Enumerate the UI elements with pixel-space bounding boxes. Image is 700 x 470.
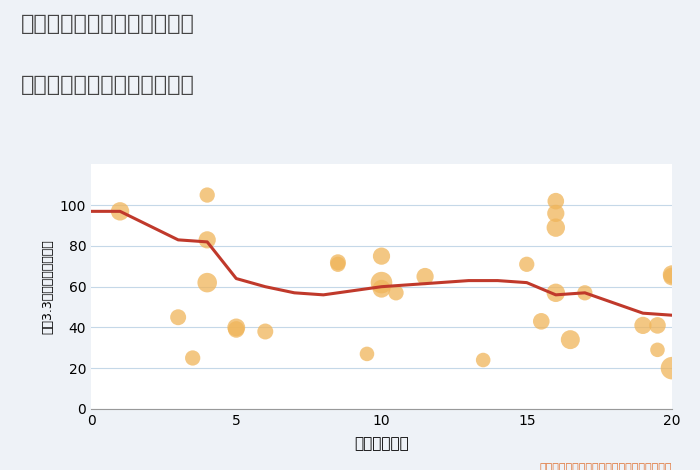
Text: 岐阜県高山市国府町三日町の: 岐阜県高山市国府町三日町の (21, 14, 195, 34)
Point (361, 350, 372, 358)
Text: 円の大きさは、取引のあった物件面積を示す: 円の大きさは、取引のあった物件面積を示す (540, 462, 672, 470)
Point (565, 336, 576, 344)
Y-axis label: 坪（3.3㎡）単価（万円）: 坪（3.3㎡）単価（万円） (41, 239, 54, 334)
Point (638, 321, 649, 329)
Point (550, 224, 561, 231)
Point (376, 252, 387, 260)
Point (580, 289, 591, 297)
Point (202, 191, 213, 199)
Point (376, 285, 387, 292)
Point (419, 273, 430, 280)
Point (332, 260, 344, 268)
Point (376, 279, 387, 286)
Point (187, 354, 198, 362)
Point (202, 279, 213, 286)
Point (231, 324, 242, 331)
Point (550, 289, 561, 297)
Point (652, 321, 663, 329)
Point (652, 346, 663, 353)
Point (536, 318, 547, 325)
Point (114, 208, 126, 215)
Point (550, 197, 561, 205)
Point (231, 326, 242, 333)
Text: 駅距離別中古マンション価格: 駅距離別中古マンション価格 (21, 75, 195, 95)
Point (172, 313, 183, 321)
Point (521, 260, 532, 268)
Point (391, 289, 402, 297)
X-axis label: 駅距離（分）: 駅距離（分） (354, 436, 409, 451)
Point (666, 273, 678, 280)
Point (202, 236, 213, 243)
Point (550, 210, 561, 217)
Point (260, 328, 271, 335)
Point (666, 364, 678, 372)
Point (477, 356, 489, 364)
Point (332, 258, 344, 266)
Point (666, 271, 678, 278)
